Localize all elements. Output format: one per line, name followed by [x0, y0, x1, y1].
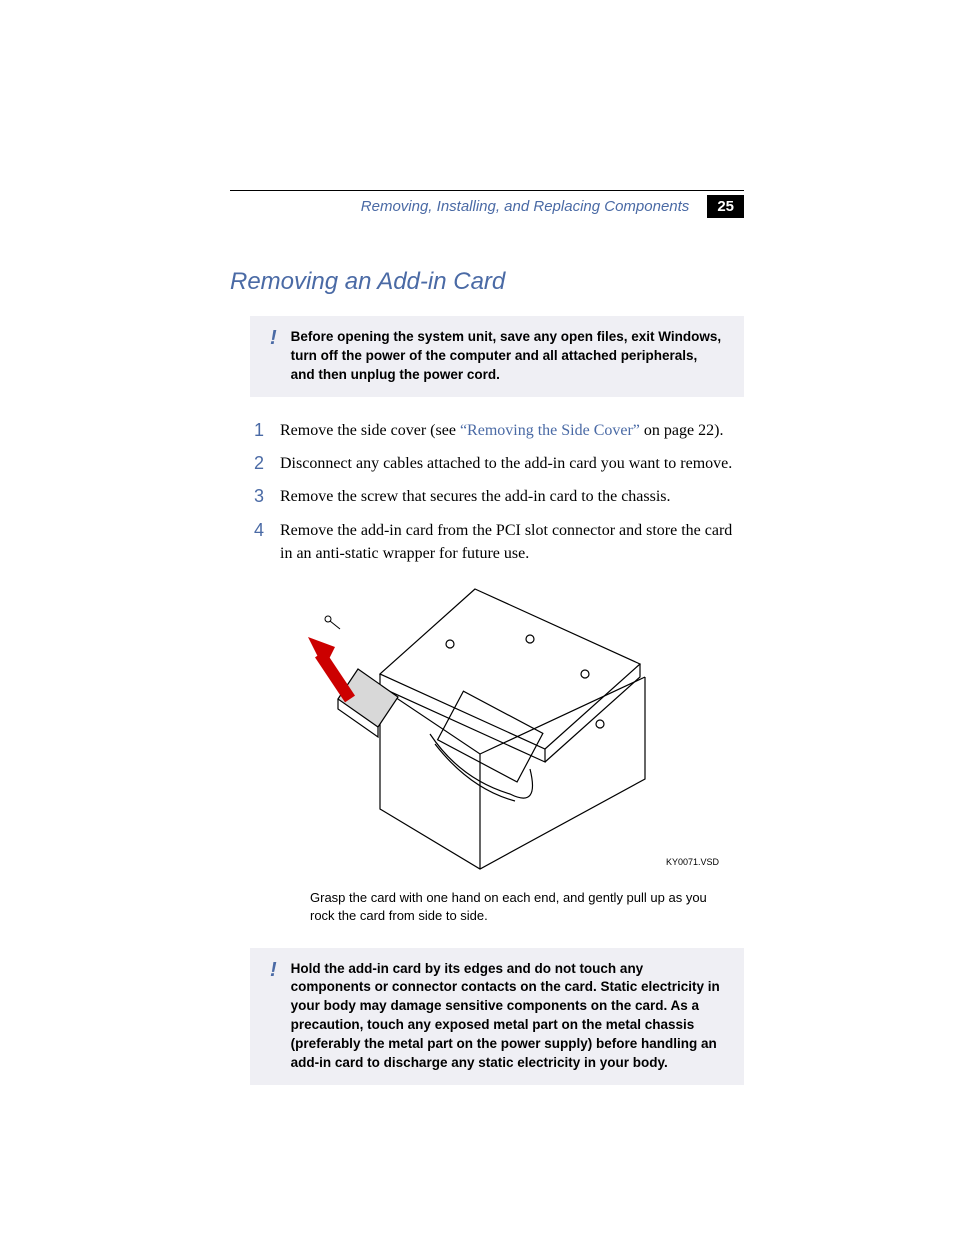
step-text: Remove the side cover (see “Removing the… [280, 419, 744, 442]
step-number: 3 [250, 485, 264, 508]
warning-text: Before opening the system unit, save any… [291, 328, 724, 385]
warning-box-top: ! Before opening the system unit, save a… [250, 316, 744, 397]
step-item: 1 Remove the side cover (see “Removing t… [250, 419, 744, 442]
document-page: Removing, Installing, and Replacing Comp… [0, 0, 954, 1187]
section-heading: Removing an Add-in Card [230, 268, 744, 296]
step-item: 3 Remove the screw that secures the add-… [250, 485, 744, 508]
removal-arrow-icon [308, 637, 350, 699]
warning-box-bottom: ! Hold the add-in card by its edges and … [250, 948, 744, 1085]
cross-reference-link[interactable]: “Removing the Side Cover” [460, 422, 640, 439]
step-text: Remove the screw that secures the add-in… [280, 485, 744, 508]
warning-icon: ! [270, 960, 277, 1073]
step-item: 2 Disconnect any cables attached to the … [250, 452, 744, 475]
page-header: Removing, Installing, and Replacing Comp… [230, 190, 744, 218]
step-number: 2 [250, 452, 264, 475]
chapter-title: Removing, Installing, and Replacing Comp… [230, 198, 707, 215]
step-text: Remove the add-in card from the PCI slot… [280, 519, 744, 565]
warning-icon: ! [270, 328, 277, 385]
figure-caption: Grasp the card with one hand on each end… [310, 889, 730, 925]
warning-text: Hold the add-in card by its edges and do… [291, 960, 724, 1073]
figure-file-label: KY0071.VSD [666, 857, 719, 867]
step-number: 4 [250, 519, 264, 565]
step-item: 4 Remove the add-in card from the PCI sl… [250, 519, 744, 565]
step-text: Disconnect any cables attached to the ad… [280, 452, 744, 475]
computer-chassis-diagram [280, 579, 730, 879]
steps-list: 1 Remove the side cover (see “Removing t… [250, 419, 744, 566]
step-number: 1 [250, 419, 264, 442]
figure-illustration: KY0071.VSD [280, 579, 744, 879]
page-number: 25 [707, 195, 744, 218]
